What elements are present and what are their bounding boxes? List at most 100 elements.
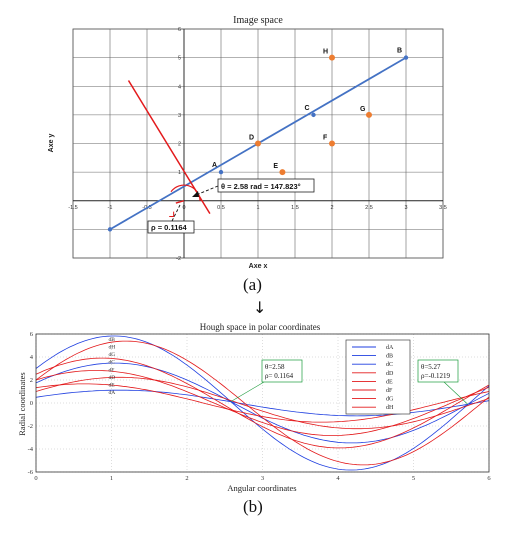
curve-label: dD xyxy=(109,375,116,381)
x-tick-label: 0 xyxy=(34,475,37,482)
noise-point-marker xyxy=(329,54,335,61)
theta-label: θ = 2.58 rad = 147.823° xyxy=(221,182,301,191)
rho-label-box xyxy=(147,220,195,234)
hough-curve-dD xyxy=(35,376,490,430)
noise-point-marker xyxy=(366,111,372,118)
hough-space-annotations: θ=2.58ρ= 0.1164 θ=5.27ρ=-0.1219 xyxy=(230,359,469,405)
curve-label: dC xyxy=(109,360,116,366)
x-tick-label: 2 xyxy=(185,475,188,482)
y-tick-label: 6 xyxy=(178,27,181,33)
hough-space-title: Hough space in polar coordinates xyxy=(200,322,321,332)
noise-point-marker xyxy=(255,140,261,147)
annotation-theta: θ=2.58 xyxy=(265,363,285,371)
image-space-x-axis-label: Axe x xyxy=(249,263,268,270)
hough-curve-dA xyxy=(35,389,490,417)
y-tick-label: 5 xyxy=(178,56,181,62)
x-tick-label: 2.5 xyxy=(365,205,373,211)
image-space-y-axis-label: Axe y xyxy=(48,134,55,153)
line-point-marker xyxy=(403,55,409,60)
point-label: D xyxy=(249,135,254,142)
legend-label: dF xyxy=(386,388,393,394)
rho-label: ρ = 0.1164 xyxy=(151,223,188,232)
x-tick-label: 3 xyxy=(261,475,264,482)
curve-label: dE xyxy=(109,383,116,389)
noise-point-marker xyxy=(279,169,286,176)
y-tick-label: -2 xyxy=(176,256,181,262)
hough-space-x-axis-label: Angular coordinates xyxy=(227,483,296,493)
annotation-box xyxy=(261,359,303,383)
legend-label: dC xyxy=(386,362,393,368)
annotation-leader xyxy=(443,381,469,405)
point-label: B xyxy=(397,48,402,55)
image-space-axes xyxy=(73,29,443,258)
rho-segment xyxy=(175,200,185,204)
hough-space-grid xyxy=(35,333,490,473)
legend-label: dB xyxy=(386,354,393,360)
annotation-theta: θ=5.27 xyxy=(421,363,441,371)
point-label: H xyxy=(323,49,328,56)
x-tick-label: 3 xyxy=(404,205,407,211)
legend-label: dH xyxy=(386,405,394,411)
annotation-leader xyxy=(230,381,265,402)
annotation-rho: ρ= 0.1164 xyxy=(265,372,294,380)
y-tick-label: 3 xyxy=(178,113,181,119)
rho-leader-line xyxy=(171,204,181,222)
theta-arc xyxy=(170,184,201,201)
y-tick-label: 1 xyxy=(178,170,181,176)
legend-box xyxy=(345,339,411,415)
x-tick-label: 0.5 xyxy=(217,205,225,211)
image-space-chart: Image space -1.5-1-0.500.511.522.533.5-2… xyxy=(48,15,447,270)
y-tick-label: 0 xyxy=(30,400,33,407)
image-space-title: Image space xyxy=(233,15,283,26)
point-label: C xyxy=(305,105,310,112)
y-tick-label: 4 xyxy=(178,84,181,90)
theta-leader-arrow-icon xyxy=(192,191,199,197)
y-tick-label: 2 xyxy=(178,142,181,148)
theta-leader-line xyxy=(195,185,219,196)
hough-space-chart: Hough space in polar coordinates 0 1 2 3 4 5 6… xyxy=(17,322,491,493)
x-tick-label: 4 xyxy=(336,475,340,482)
x-tick-label: 6 xyxy=(487,475,491,482)
curve-label: dH xyxy=(109,345,116,351)
point-label: E xyxy=(273,163,278,170)
x-tick-label: 1 xyxy=(110,475,113,482)
curve-label: dF xyxy=(109,367,115,373)
legend-label: dD xyxy=(386,371,394,377)
hough-space-axes xyxy=(35,333,490,473)
y-tick-label: 2 xyxy=(30,377,33,384)
x-tick-label: -1.5 xyxy=(68,205,77,211)
legend-label: dA xyxy=(386,345,394,351)
x-tick-label: -1 xyxy=(108,205,113,211)
y-tick-label: 6 xyxy=(30,331,34,338)
curve-label: dG xyxy=(109,352,116,358)
point-label: G xyxy=(360,106,366,113)
hough-curve-dE xyxy=(35,383,490,423)
hough-curve-dH xyxy=(35,340,490,466)
hough-curve-dG xyxy=(35,357,490,449)
arrow-down-icon: ↓ xyxy=(253,298,267,317)
curve-label: dB xyxy=(109,337,116,343)
hough-curve-dF xyxy=(35,370,490,436)
noise-point-marker xyxy=(329,140,335,147)
y-tick-label: -4 xyxy=(28,446,34,453)
legend-label: dE xyxy=(386,379,393,385)
image-space-marks: A C B D E F G Hθ = 2.58 rad = 147.823° ρ = 0.116… xyxy=(107,48,409,234)
hough-space-curves xyxy=(35,335,490,471)
x-tick-label: 1.5 xyxy=(291,205,299,211)
point-label: A xyxy=(212,162,217,169)
y-tick-label: -6 xyxy=(28,469,34,476)
curve-label: dA xyxy=(109,390,116,396)
y-tick-label: 4 xyxy=(30,354,34,361)
x-tick-label: 0 xyxy=(182,205,185,211)
right-angle-marker xyxy=(169,211,175,217)
x-tick-label: 5 xyxy=(412,475,415,482)
caption-a: (a) xyxy=(243,275,262,294)
theta-label-box xyxy=(217,178,315,193)
annotation-rho: ρ=-0.1219 xyxy=(421,372,451,380)
line-point-marker xyxy=(218,169,224,175)
x-tick-label: 2 xyxy=(330,205,333,211)
point-label: F xyxy=(323,135,328,142)
line-point-marker xyxy=(311,112,316,118)
